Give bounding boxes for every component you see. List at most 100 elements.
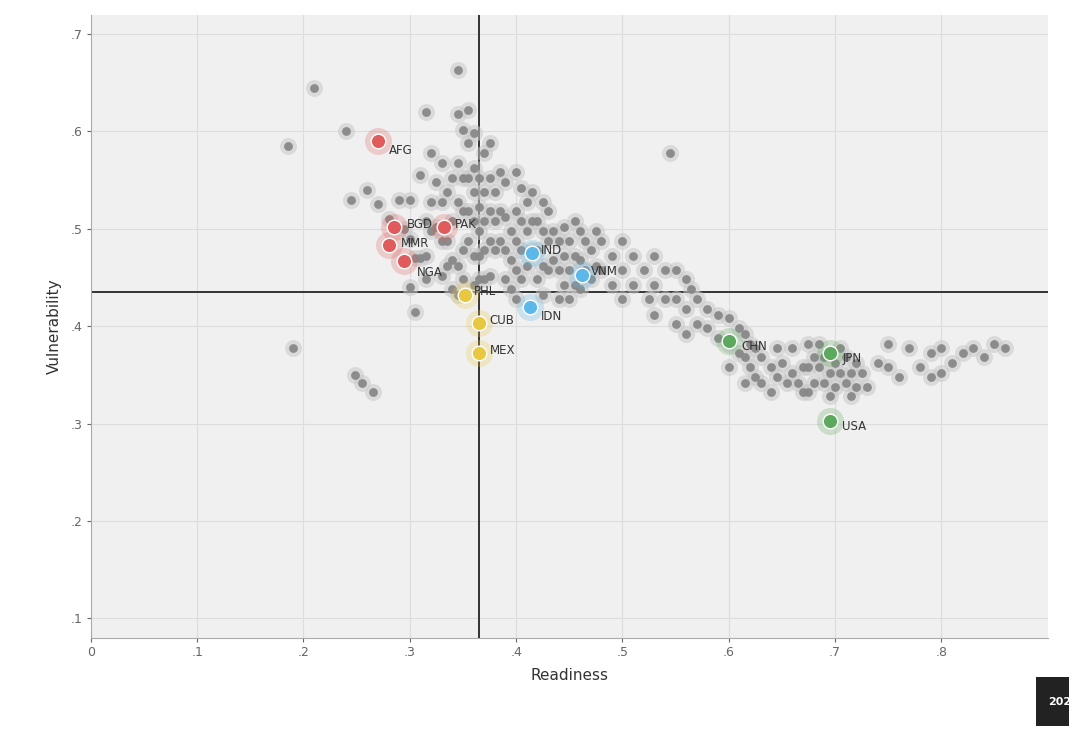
Bar <box>1036 677 1069 726</box>
Point <box>396 223 413 235</box>
Point <box>603 250 620 262</box>
Point <box>540 206 557 217</box>
Point <box>933 367 950 379</box>
Point <box>497 176 514 188</box>
Point <box>571 254 588 266</box>
Point <box>561 264 578 276</box>
Point <box>465 128 482 139</box>
Point <box>481 270 498 281</box>
Point <box>587 225 604 237</box>
Point <box>576 264 593 276</box>
Point <box>646 250 663 262</box>
Point <box>869 357 886 369</box>
Point <box>933 367 950 379</box>
Point <box>975 351 992 363</box>
Point <box>370 136 387 147</box>
Point <box>667 319 684 330</box>
Point <box>524 215 541 227</box>
Point <box>460 137 477 149</box>
Point <box>406 305 423 317</box>
Point <box>412 252 429 264</box>
Point <box>837 377 854 389</box>
Point <box>561 235 578 246</box>
Point <box>614 293 631 305</box>
Point <box>444 215 461 227</box>
Text: 2010: 2010 <box>462 697 490 706</box>
Point <box>683 284 700 295</box>
Point <box>667 293 684 305</box>
Point <box>524 247 541 259</box>
Point <box>816 377 833 389</box>
Point <box>683 284 700 295</box>
Point <box>449 64 466 76</box>
Point <box>821 391 838 402</box>
Point <box>476 244 493 256</box>
Point <box>561 264 578 276</box>
Point <box>524 215 541 227</box>
Point <box>438 260 455 272</box>
Point <box>465 128 482 139</box>
Point <box>497 244 514 256</box>
Text: 2004: 2004 <box>141 697 169 706</box>
Point <box>721 362 738 373</box>
Point <box>858 381 876 392</box>
Point <box>624 279 641 291</box>
Point <box>826 357 843 369</box>
Point <box>449 108 466 120</box>
Point <box>923 348 940 359</box>
Point <box>551 293 568 305</box>
Point <box>508 166 525 178</box>
Text: VNM: VNM <box>590 265 618 278</box>
Text: IND: IND <box>541 243 562 257</box>
Point <box>470 202 487 214</box>
Point <box>784 342 801 354</box>
Point <box>573 269 590 281</box>
Point <box>556 221 573 233</box>
Point <box>810 362 827 373</box>
Point <box>438 235 455 246</box>
Point <box>481 206 498 217</box>
Point <box>721 338 738 350</box>
Point <box>470 348 487 359</box>
Text: 2008: 2008 <box>355 697 383 706</box>
Point <box>773 357 790 369</box>
Point <box>556 250 573 262</box>
Text: AFG: AFG <box>388 144 413 157</box>
Point <box>444 172 461 184</box>
Point <box>832 342 849 354</box>
Point <box>975 351 992 363</box>
Text: IDN: IDN <box>541 310 562 323</box>
Point <box>742 362 759 373</box>
Point <box>379 240 397 252</box>
Text: PAK: PAK <box>454 219 477 231</box>
Text: CHN: CHN <box>742 340 768 353</box>
Point <box>465 215 482 227</box>
Point <box>800 338 817 350</box>
Point <box>710 308 727 320</box>
Point <box>821 367 838 379</box>
Point <box>460 235 477 246</box>
Point <box>518 260 536 272</box>
Point <box>449 289 466 301</box>
Point <box>587 225 604 237</box>
Point <box>742 362 759 373</box>
Point <box>481 235 498 246</box>
Point <box>986 338 1003 350</box>
Point <box>492 206 509 217</box>
Text: JPN: JPN <box>842 352 862 365</box>
Point <box>497 211 514 223</box>
Point <box>502 284 520 295</box>
Point <box>470 273 487 285</box>
Point <box>470 317 487 329</box>
Point <box>901 342 918 354</box>
Point <box>470 273 487 285</box>
Point <box>406 252 423 264</box>
Point <box>688 319 706 330</box>
Point <box>656 264 673 276</box>
Point <box>576 235 593 246</box>
Point <box>433 157 450 168</box>
Point <box>370 199 387 211</box>
Point <box>417 273 434 285</box>
Point <box>571 284 588 295</box>
Point <box>529 273 546 285</box>
